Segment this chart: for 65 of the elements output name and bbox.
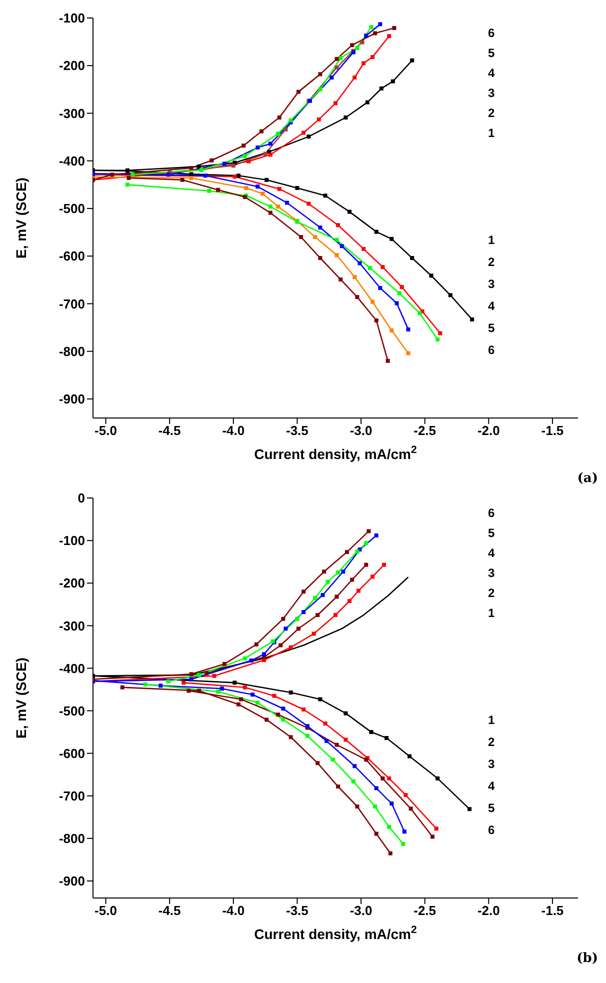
annotation: 2 — [488, 255, 495, 269]
annotation: 6 — [488, 26, 495, 40]
x-axis-title: Current density, mA/cm$^{2}$ — [254, 444, 418, 462]
x-tick-label: -2.0 — [477, 423, 500, 438]
y-tick-label: -200 — [58, 58, 85, 74]
annotation: 4 — [488, 299, 495, 313]
x-tick-label: -2.5 — [414, 423, 436, 438]
annotation: 3 — [488, 86, 495, 100]
annotation: 5 — [488, 801, 495, 815]
y-tick-label: -400 — [58, 153, 85, 168]
annotation: 5 — [488, 46, 495, 60]
annotation: 1 — [488, 233, 495, 247]
x-tick-label: -3.0 — [350, 903, 372, 918]
y-tick-label: -600 — [58, 248, 85, 264]
y-tick-label: -900 — [58, 874, 85, 889]
annotation: 4 — [488, 66, 495, 80]
y-tick-label: -900 — [58, 392, 85, 407]
annotation: 1 — [488, 126, 495, 140]
y-axis-title: E, mV (SCE) — [12, 178, 29, 258]
x-tick-label: -3.0 — [350, 423, 372, 438]
y-axis-title: E, mV (SCE) — [12, 658, 29, 738]
x-tick-label: -1.5 — [541, 423, 564, 438]
x-tick-label: -3.5 — [286, 903, 308, 918]
annotation: 3 — [488, 566, 495, 580]
y-tick-label: -300 — [58, 106, 85, 121]
x-tick-label: -1.5 — [541, 903, 564, 918]
x-tick-label: -2.0 — [477, 903, 500, 918]
y-tick-label: -100 — [58, 10, 85, 26]
y-tick-label: -700 — [58, 296, 85, 312]
y-tick-label: -600 — [58, 746, 85, 761]
text: (a) — [577, 471, 598, 486]
x-tick-label: -5.0 — [94, 423, 117, 438]
x-tick-label: -4.5 — [158, 423, 181, 438]
y-tick-label: -700 — [58, 788, 85, 804]
x-tick-label: -4.0 — [222, 423, 245, 438]
y-tick-label: 0 — [78, 490, 85, 506]
annotation: 1 — [488, 606, 495, 620]
annotation: 1 — [488, 713, 495, 727]
annotation: 4 — [488, 546, 495, 560]
y-tick-label: -800 — [58, 831, 85, 846]
annotation: 3 — [488, 277, 495, 291]
y-tick-label: -800 — [58, 344, 85, 359]
annotation: 2 — [488, 586, 495, 600]
annotation: 6 — [488, 343, 495, 357]
y-tick-label: -200 — [58, 576, 85, 591]
annotation: 2 — [488, 106, 495, 120]
annotation: 6 — [488, 506, 495, 520]
x-axis-title: Current density, mA/cm$^{2}$ — [254, 924, 418, 942]
y-tick-label: -100 — [58, 533, 85, 548]
x-tick-label: -2.5 — [414, 903, 436, 918]
x-tick-label: -4.0 — [222, 903, 245, 918]
annotation: 6 — [488, 823, 495, 837]
text: (b) — [576, 951, 598, 966]
x-tick-label: -3.5 — [286, 423, 308, 438]
x-tick-label: -4.5 — [158, 903, 181, 918]
x-tick-label: -5.0 — [94, 903, 117, 918]
annotation: 5 — [488, 321, 495, 335]
y-tick-label: -500 — [58, 201, 85, 216]
annotation: 2 — [488, 735, 495, 749]
y-tick-label: -500 — [58, 703, 85, 718]
y-tick-label: -300 — [58, 618, 85, 634]
annotation: 3 — [488, 757, 495, 771]
annotation: 5 — [488, 526, 495, 540]
y-tick-label: -400 — [58, 660, 85, 676]
annotation: 4 — [488, 779, 495, 793]
